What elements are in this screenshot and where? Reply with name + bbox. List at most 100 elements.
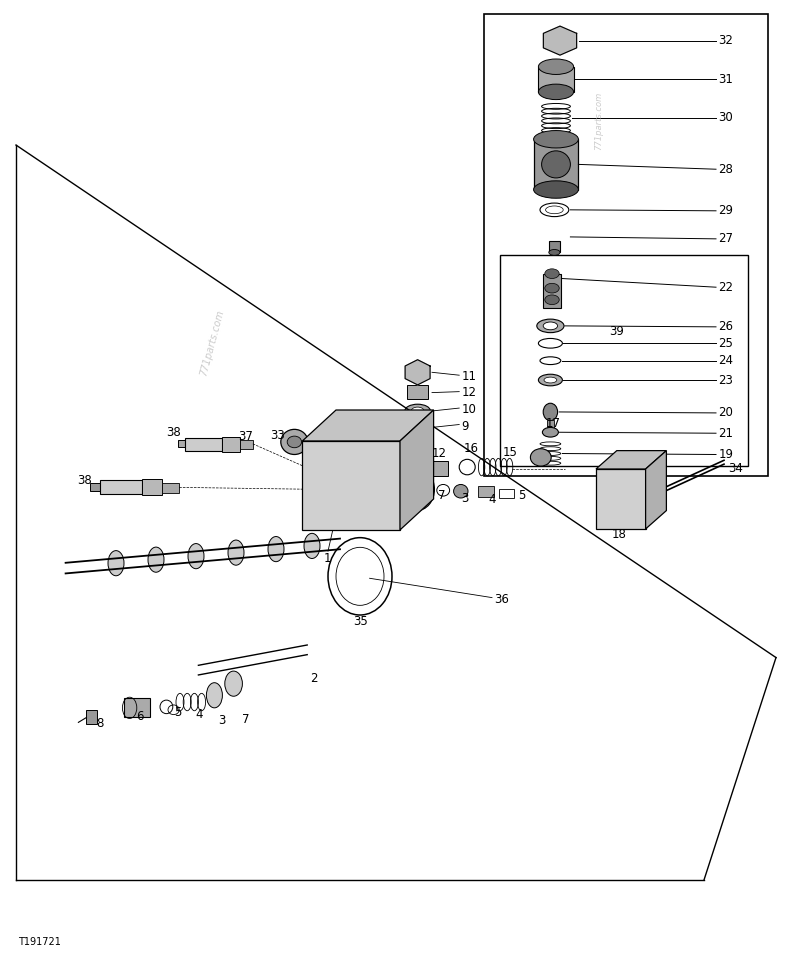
Ellipse shape [352, 466, 368, 482]
Bar [178, 440, 185, 447]
Text: 9: 9 [462, 420, 469, 433]
Bar [240, 440, 253, 449]
Bar [185, 438, 222, 451]
Text: 18: 18 [611, 528, 626, 542]
Text: 29: 29 [718, 204, 734, 218]
Ellipse shape [108, 550, 124, 575]
Text: 22: 22 [718, 280, 734, 294]
Ellipse shape [317, 452, 333, 467]
Ellipse shape [148, 547, 164, 572]
Text: 7: 7 [438, 488, 445, 502]
Bar [543, 274, 561, 308]
Ellipse shape [228, 540, 244, 565]
Text: 19: 19 [718, 448, 734, 461]
Ellipse shape [454, 484, 468, 498]
Ellipse shape [530, 449, 551, 466]
Ellipse shape [317, 485, 333, 501]
Text: 12: 12 [432, 447, 447, 460]
Ellipse shape [287, 436, 302, 448]
Polygon shape [405, 360, 430, 385]
Text: 37: 37 [238, 429, 254, 443]
Text: 13: 13 [373, 466, 388, 480]
Ellipse shape [542, 427, 558, 437]
Text: 25: 25 [718, 337, 734, 350]
Ellipse shape [545, 269, 559, 278]
Ellipse shape [534, 181, 578, 198]
Ellipse shape [545, 283, 559, 293]
Bar [549, 241, 560, 252]
Text: 5: 5 [518, 488, 526, 502]
Ellipse shape [542, 151, 570, 178]
Text: 3: 3 [218, 714, 226, 727]
Text: 3: 3 [461, 492, 468, 506]
Polygon shape [400, 410, 434, 530]
Ellipse shape [206, 683, 222, 708]
Bar [124, 698, 150, 717]
Ellipse shape [281, 429, 308, 454]
Text: 24: 24 [718, 354, 734, 367]
Polygon shape [596, 469, 646, 529]
Ellipse shape [317, 507, 333, 522]
Text: 20: 20 [718, 406, 734, 420]
Ellipse shape [394, 462, 409, 476]
Text: 39: 39 [610, 325, 625, 338]
Text: 7: 7 [242, 713, 249, 726]
Text: 1: 1 [323, 552, 330, 566]
Text: 14: 14 [400, 471, 415, 484]
Text: 8: 8 [96, 717, 103, 730]
Text: 771parts.com: 771parts.com [594, 92, 603, 150]
Bar [547, 420, 554, 431]
Text: 38: 38 [166, 425, 181, 439]
Text: 38: 38 [77, 474, 91, 487]
Text: 12: 12 [462, 386, 477, 399]
Bar [484, 14, 768, 476]
Polygon shape [596, 451, 666, 469]
Polygon shape [302, 441, 400, 530]
Circle shape [543, 403, 558, 421]
Bar [500, 255, 748, 466]
Text: 30: 30 [718, 111, 733, 125]
Ellipse shape [538, 84, 574, 100]
Text: 31: 31 [718, 73, 734, 86]
Ellipse shape [378, 460, 394, 478]
Text: 4: 4 [195, 708, 202, 721]
Bar [534, 139, 578, 190]
Text: 6: 6 [136, 710, 143, 723]
Ellipse shape [352, 452, 368, 467]
Bar [478, 486, 494, 497]
Bar [90, 483, 100, 491]
Ellipse shape [405, 404, 430, 418]
Ellipse shape [188, 543, 204, 569]
Ellipse shape [317, 466, 333, 482]
Text: 11: 11 [462, 369, 477, 383]
Text: 23: 23 [718, 373, 734, 387]
Text: 16: 16 [463, 442, 478, 455]
Ellipse shape [549, 249, 560, 255]
Ellipse shape [537, 319, 564, 333]
Ellipse shape [545, 295, 559, 305]
Bar [100, 480, 142, 494]
Ellipse shape [268, 537, 284, 562]
Bar [162, 483, 179, 493]
Text: 2: 2 [310, 672, 318, 686]
Ellipse shape [538, 59, 574, 74]
Ellipse shape [543, 322, 558, 330]
Text: 10: 10 [462, 402, 477, 416]
Bar [499, 489, 514, 498]
Ellipse shape [538, 374, 562, 386]
Ellipse shape [352, 507, 368, 522]
Text: 34: 34 [728, 462, 743, 476]
Polygon shape [543, 26, 577, 55]
Ellipse shape [225, 671, 242, 696]
Polygon shape [302, 410, 434, 441]
Ellipse shape [406, 421, 429, 434]
Text: 5: 5 [174, 706, 182, 719]
Text: 35: 35 [353, 615, 367, 629]
Bar [407, 385, 428, 399]
Text: 32: 32 [718, 34, 734, 47]
Text: 28: 28 [718, 162, 734, 176]
Text: 17: 17 [546, 417, 561, 430]
Text: 4: 4 [488, 493, 495, 507]
Text: 15: 15 [502, 446, 518, 459]
Text: 36: 36 [494, 593, 510, 606]
